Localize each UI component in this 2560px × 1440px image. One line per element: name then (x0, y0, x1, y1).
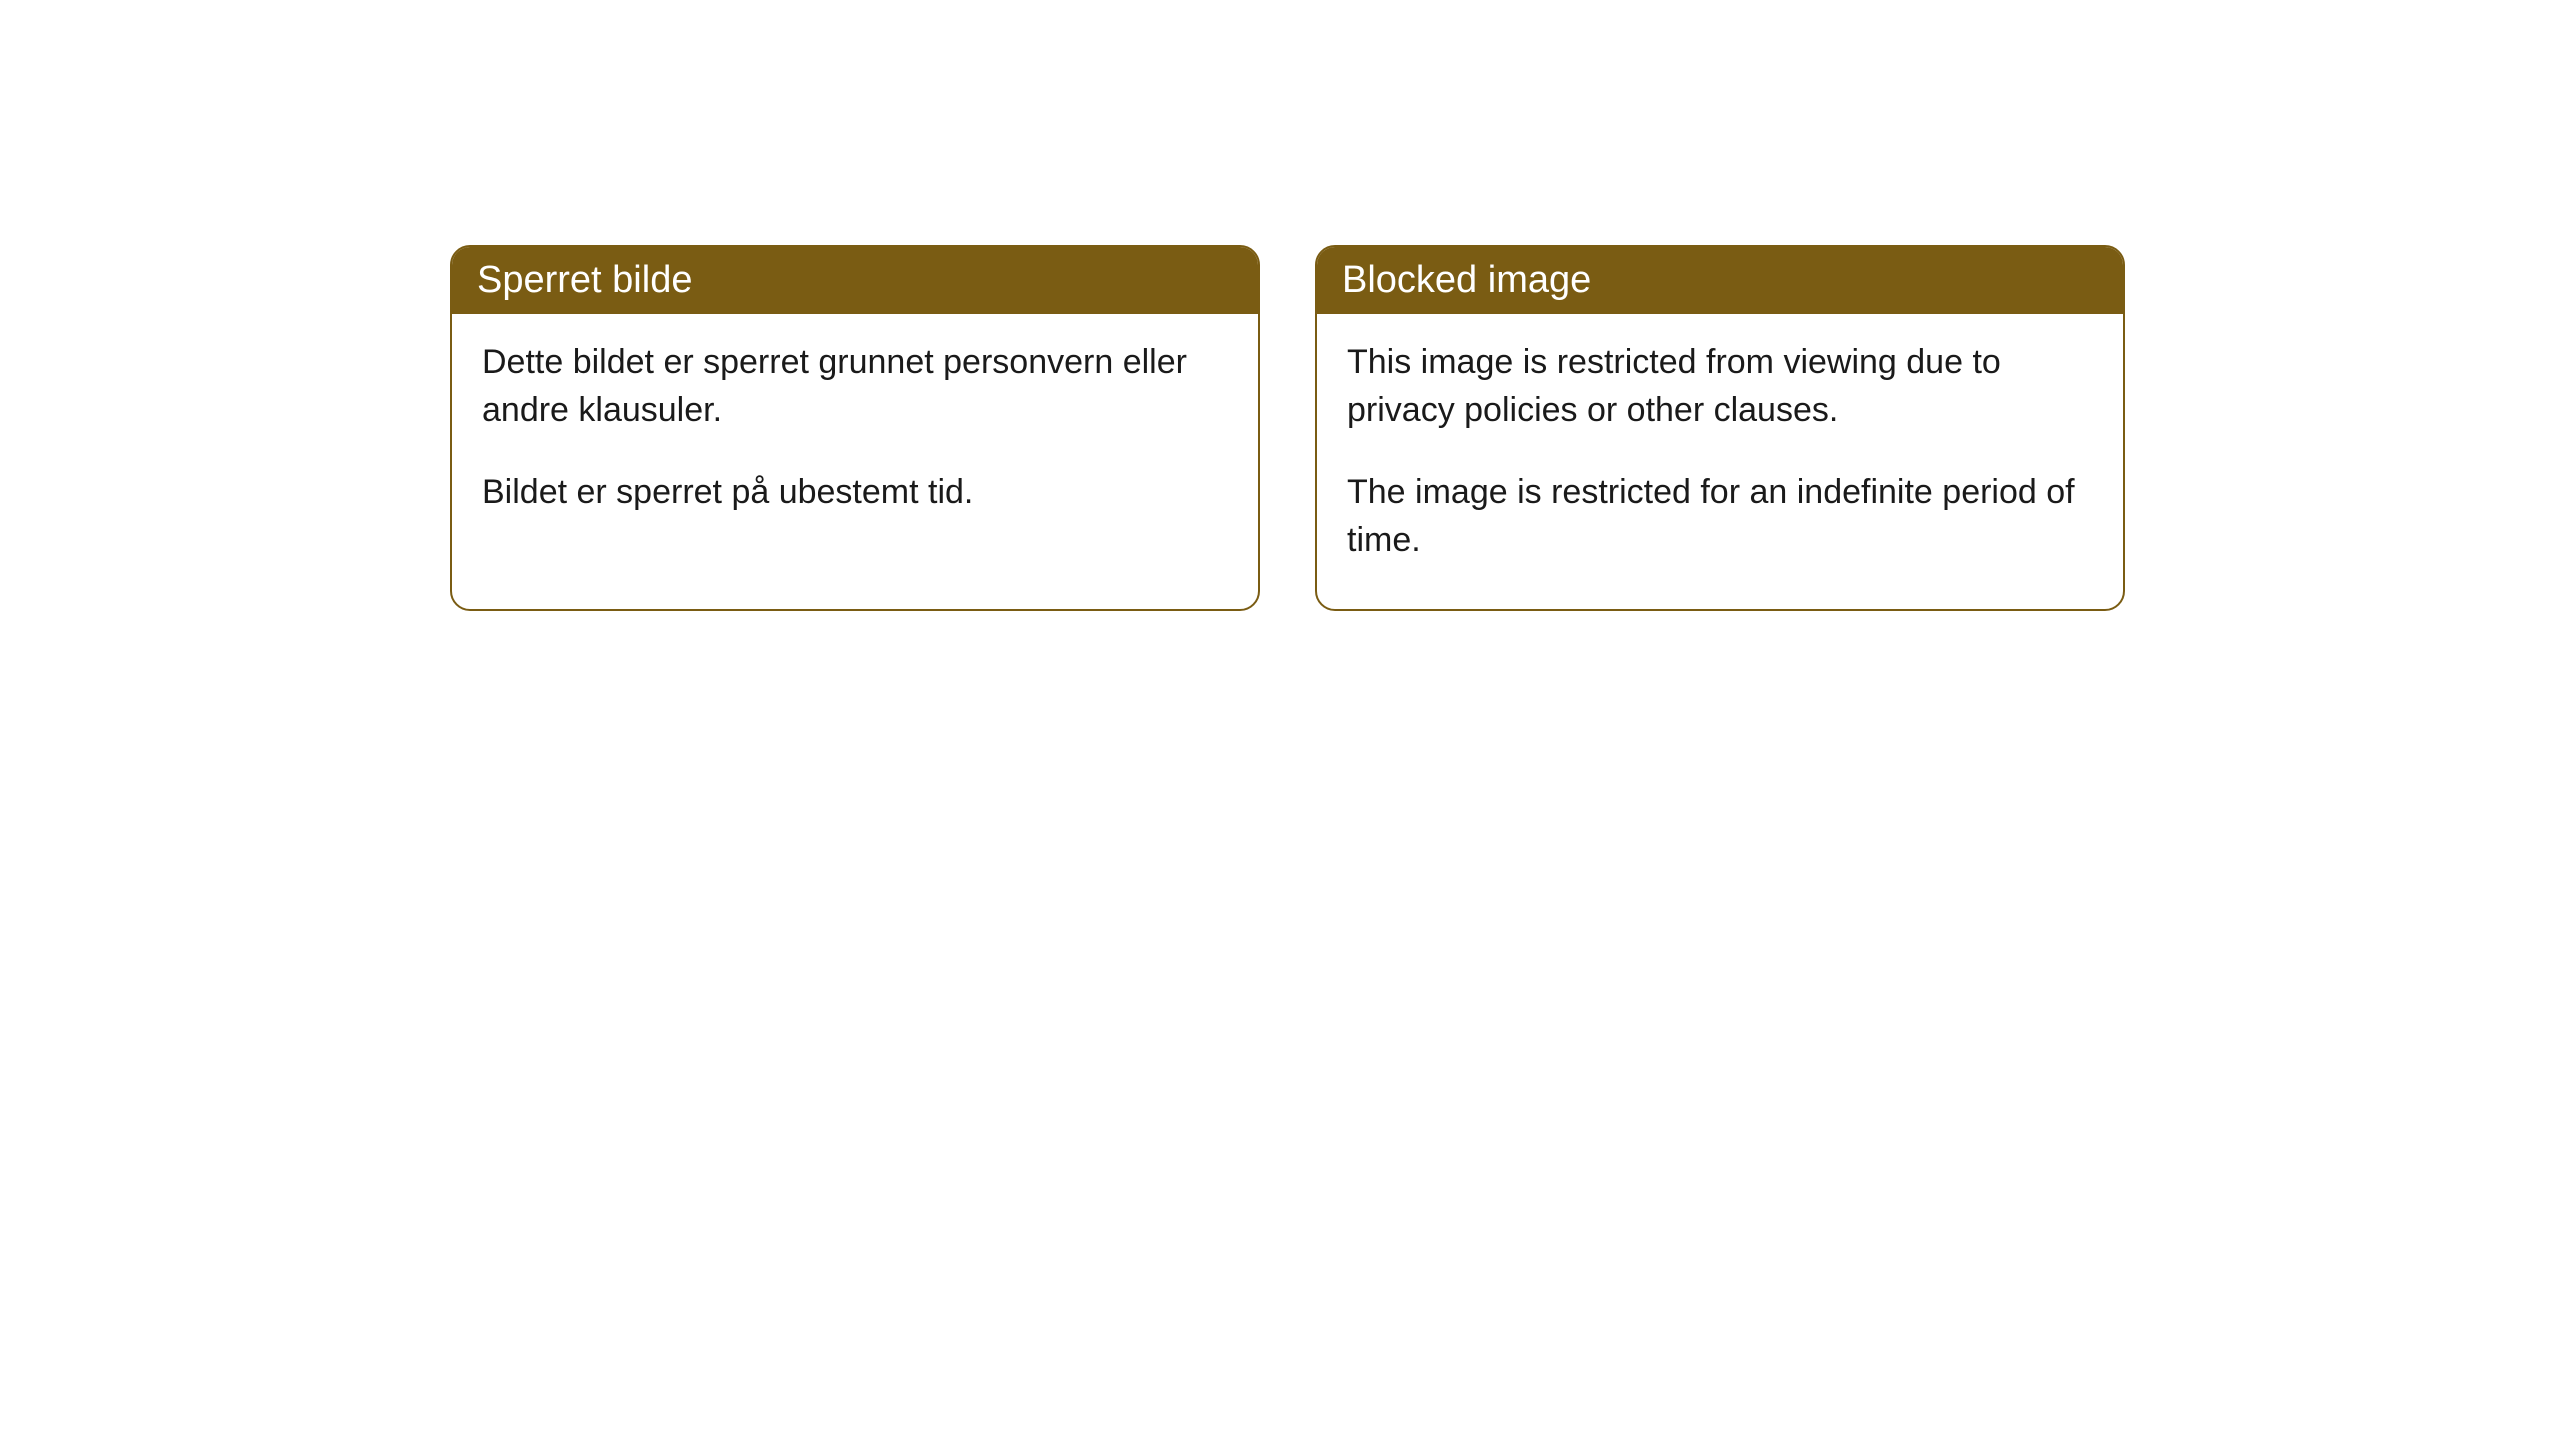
card-header-english: Blocked image (1317, 247, 2123, 314)
card-paragraph-1: Dette bildet er sperret grunnet personve… (482, 339, 1228, 434)
cards-container: Sperret bilde Dette bildet er sperret gr… (0, 0, 2560, 611)
card-paragraph-1: This image is restricted from viewing du… (1347, 339, 2093, 434)
card-english: Blocked image This image is restricted f… (1315, 245, 2125, 611)
card-body-norwegian: Dette bildet er sperret grunnet personve… (452, 314, 1258, 562)
card-header-norwegian: Sperret bilde (452, 247, 1258, 314)
card-paragraph-2: Bildet er sperret på ubestemt tid. (482, 469, 1228, 517)
card-paragraph-2: The image is restricted for an indefinit… (1347, 469, 2093, 564)
card-norwegian: Sperret bilde Dette bildet er sperret gr… (450, 245, 1260, 611)
card-body-english: This image is restricted from viewing du… (1317, 314, 2123, 609)
